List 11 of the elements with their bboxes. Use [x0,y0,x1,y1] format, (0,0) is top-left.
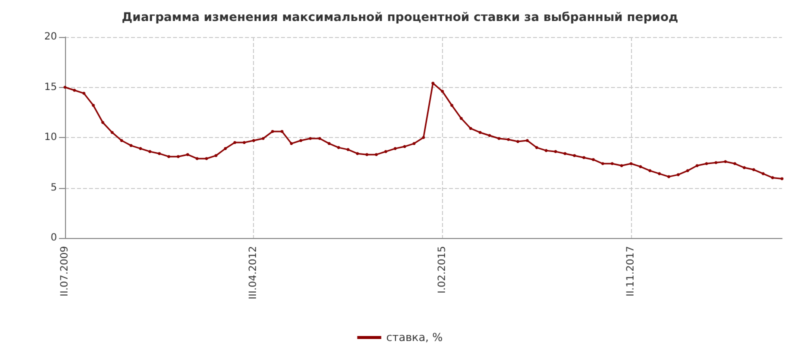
y-tick-label: 15 [44,82,57,93]
y-tick-label: 20 [44,32,57,42]
y-tick-label: 0 [50,232,57,244]
x-tick-label: II.11.2017 [626,246,637,296]
y-tick-label: 10 [44,132,57,143]
chart-title: Диаграмма изменения максимальной процентной ставки за выбранный период [122,10,679,24]
y-tick-label: 5 [50,182,57,194]
legend-label: ставка, % [386,331,443,344]
x-tick-label: III.04.2012 [248,246,260,300]
x-tick-label: II.07.2009 [60,246,70,296]
x-tick-label: I.02.2015 [436,246,448,294]
